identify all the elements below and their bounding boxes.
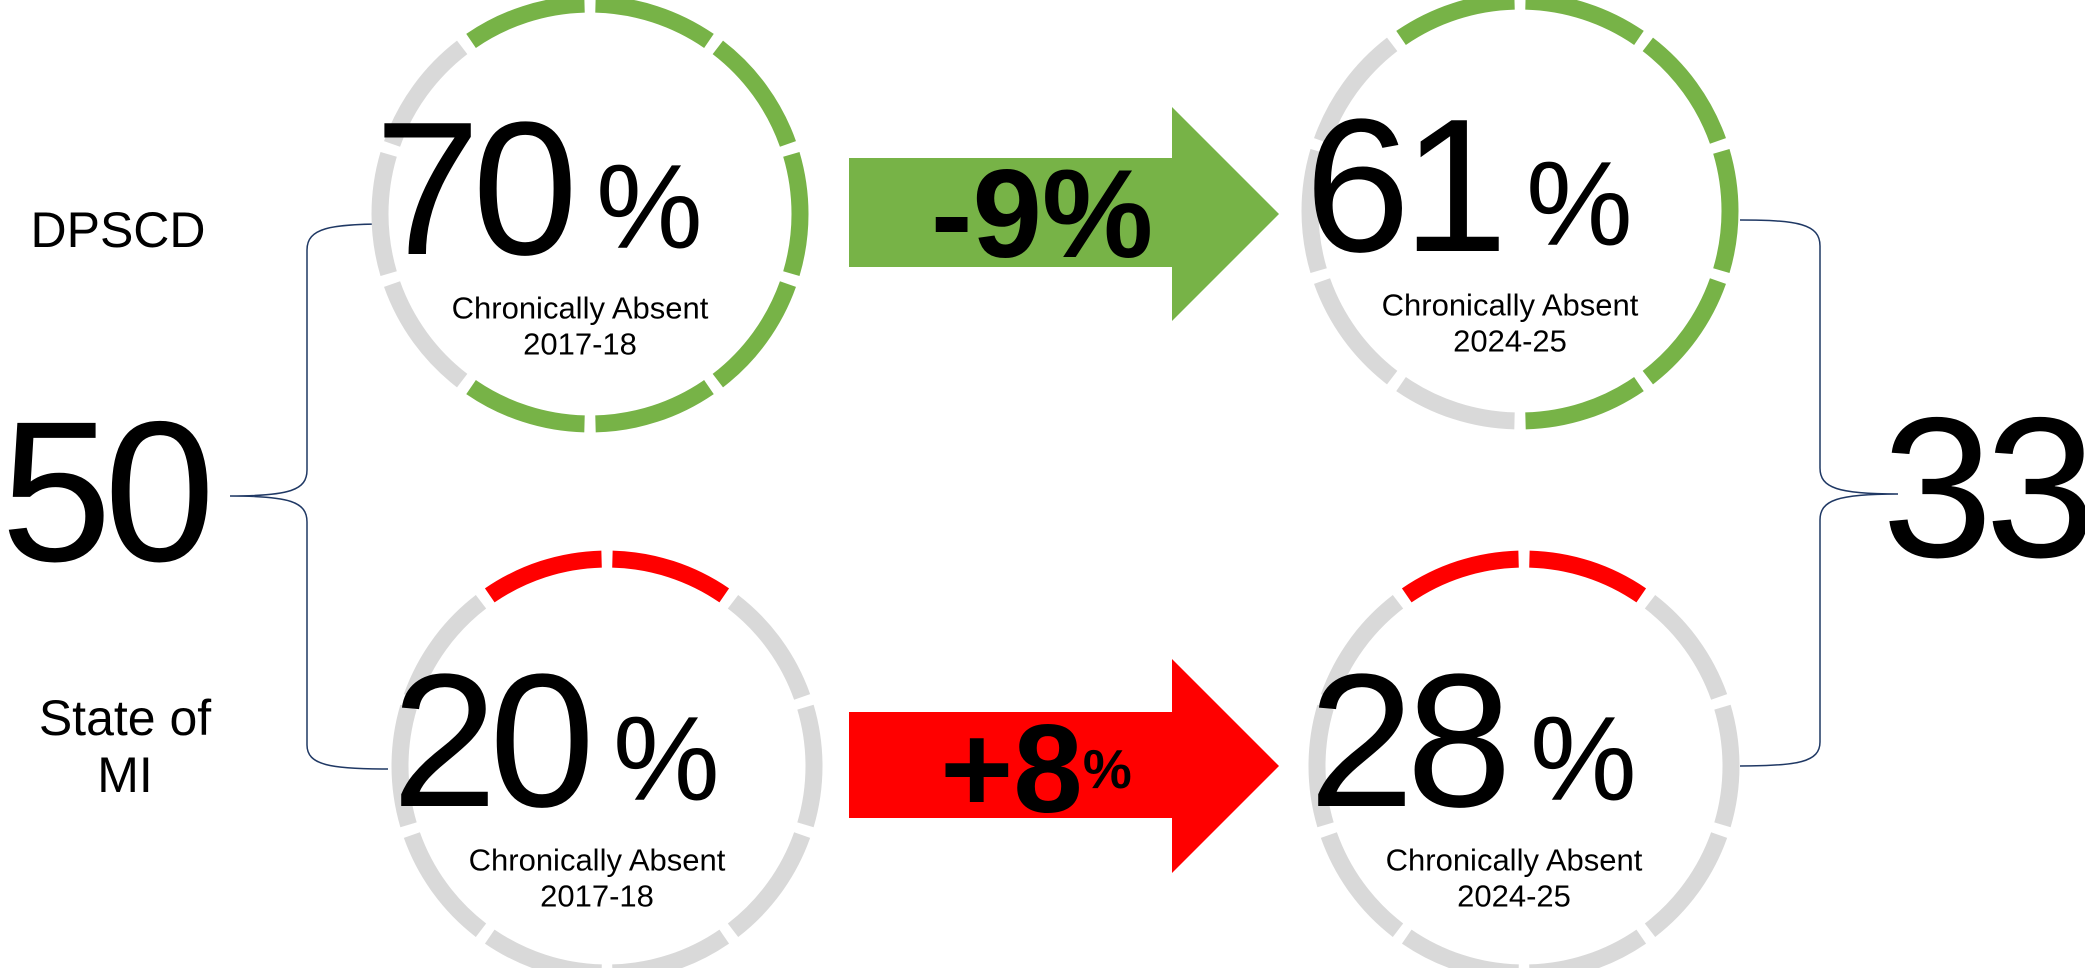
change-unit: % [1042, 145, 1153, 284]
ring-segment [797, 704, 823, 828]
ring-segment [595, 0, 714, 48]
ring-segment [403, 832, 487, 937]
arrow [849, 107, 1279, 321]
ring-segment [1320, 832, 1404, 937]
ring-segment [1308, 704, 1334, 828]
percent-unit: % [596, 140, 703, 274]
change-unit: % [1083, 738, 1132, 800]
year: 2017-18 [540, 879, 654, 914]
ring-segment [1714, 704, 1740, 828]
ring-segment [1644, 832, 1728, 937]
year: 2024-25 [1453, 324, 1567, 359]
caption: Chronically Absent [1382, 288, 1639, 323]
left-brace [229, 223, 389, 770]
ring-segment [371, 151, 397, 277]
ring-segment [1642, 278, 1726, 385]
percent-value: 28 [1309, 635, 1505, 847]
ring-segment [1314, 37, 1398, 144]
ring-segment [391, 704, 417, 828]
ring-segment [727, 832, 811, 937]
row-label: DPSCD [30, 202, 205, 258]
ring-segment [1713, 148, 1739, 274]
ring-segment [484, 550, 602, 603]
ring-segment [1642, 37, 1726, 144]
gap-before: 50 [1, 381, 208, 604]
change-value: -9 [931, 145, 1042, 284]
ring-segment [466, 0, 585, 48]
ring-segment [1320, 595, 1404, 700]
percent-value: 70 [375, 83, 572, 295]
ring-segment [1529, 929, 1647, 968]
caption: Chronically Absent [452, 291, 709, 326]
row-label: MI [97, 747, 153, 803]
row-label: State of [39, 690, 211, 746]
percent-unit: % [613, 692, 720, 826]
ring-segment [727, 595, 811, 700]
ring-segment [1396, 0, 1515, 45]
ring-segment [1314, 278, 1398, 385]
ring-segment [466, 380, 585, 433]
ring-segment [1644, 595, 1728, 700]
ring-segment [712, 40, 796, 147]
ring-segment [1525, 0, 1644, 45]
ring-segment [783, 151, 809, 277]
caption: Chronically Absent [469, 843, 726, 878]
percent-unit: % [1526, 137, 1633, 271]
ring-segment [403, 595, 487, 700]
year: 2024-25 [1457, 879, 1571, 914]
ring-segment [484, 929, 602, 968]
ring-segment [612, 550, 730, 603]
change-label: +8% [940, 700, 1131, 839]
change-label: -9% [931, 145, 1153, 284]
ring-segment [712, 281, 796, 388]
ring-segment [384, 40, 468, 147]
change-value: +8 [940, 700, 1083, 839]
ring-segment [612, 929, 730, 968]
right-brace [1739, 219, 1899, 767]
ring-segment [595, 380, 714, 433]
ring-segment [1396, 377, 1515, 430]
year: 2017-18 [523, 327, 637, 362]
caption: Chronically Absent [1386, 843, 1643, 878]
percent-value: 20 [392, 635, 589, 847]
ring-segment [1401, 550, 1519, 603]
percent-unit: % [1530, 692, 1637, 826]
ring-segment [1301, 148, 1327, 274]
ring-segment [1525, 377, 1644, 430]
ring-segment [384, 281, 468, 388]
percent-value: 61 [1305, 80, 1500, 292]
ring-segment [1401, 929, 1519, 968]
ring-segment [1529, 550, 1647, 603]
arrow [849, 659, 1279, 873]
gap-after: 33 [1882, 377, 2085, 600]
